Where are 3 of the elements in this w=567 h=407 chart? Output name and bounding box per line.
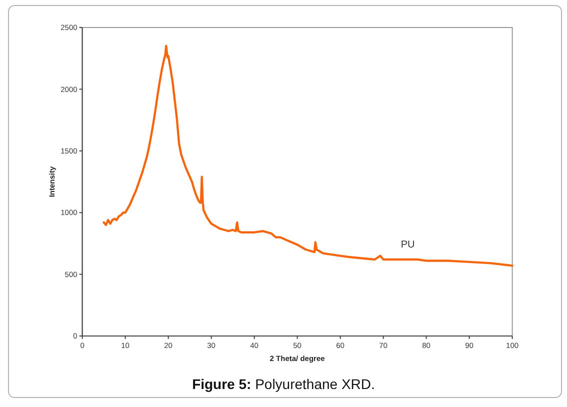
line-series xyxy=(102,44,514,267)
text: Figure 5: Polyurethane XRD. xyxy=(192,376,375,392)
series-label: PU xyxy=(400,239,415,250)
